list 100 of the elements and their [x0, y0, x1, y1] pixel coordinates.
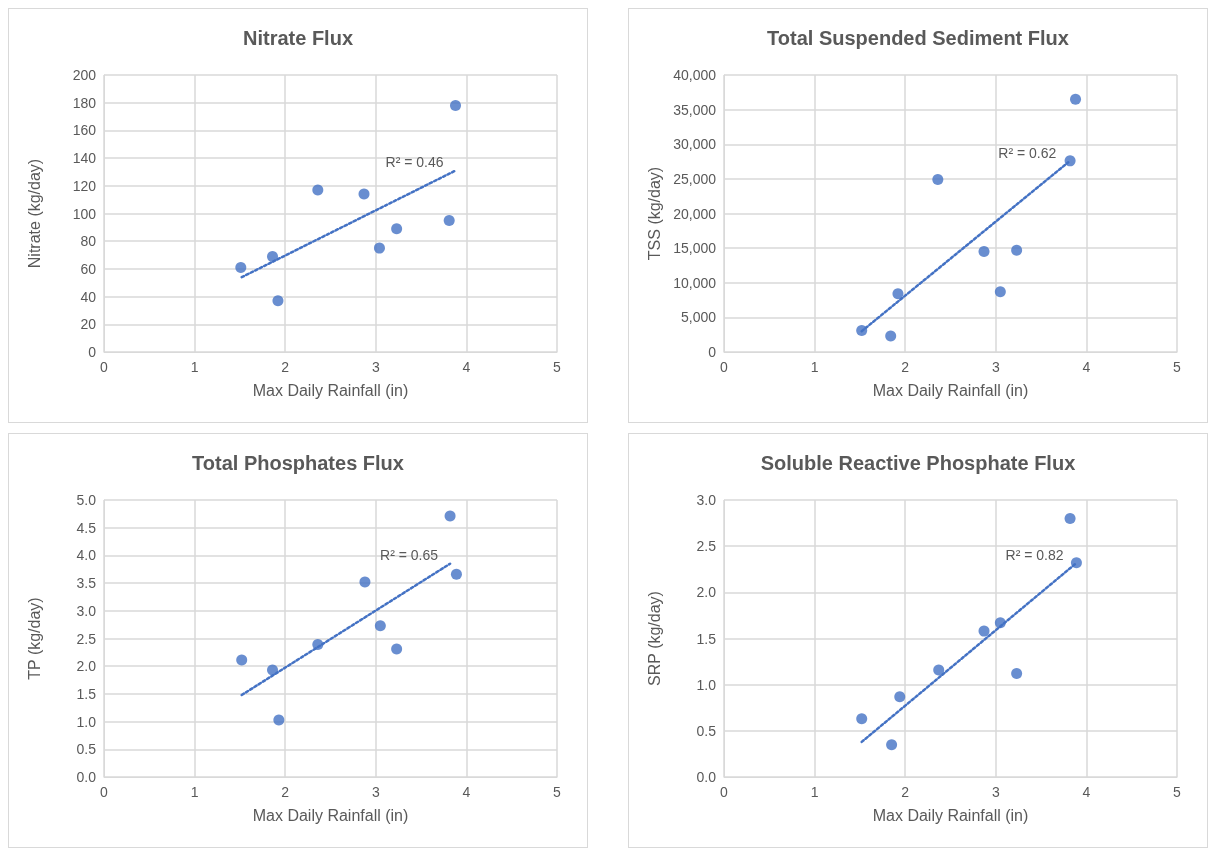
y-tick-label: 20,000 — [673, 205, 717, 222]
point — [1011, 244, 1023, 256]
y-tick-label: 120 — [72, 177, 97, 194]
y-axis-title: Nitrate (kg/day) — [25, 158, 43, 269]
y-tick-label: 3.0 — [696, 492, 717, 508]
point — [358, 188, 370, 200]
point — [273, 714, 285, 726]
y-axis-title: SRP (kg/day) — [645, 591, 663, 686]
y-tick-label: 0.0 — [76, 769, 97, 785]
x-tick-label: 5 — [553, 784, 562, 800]
x-tick-label: 2 — [281, 784, 290, 800]
y-tick-label: 4.0 — [76, 547, 97, 564]
point — [885, 330, 897, 342]
x-tick-label: 5 — [553, 359, 562, 375]
y-tick-label: 0 — [88, 344, 97, 360]
point — [391, 223, 403, 235]
point — [978, 246, 990, 258]
y-tick-label: 3.5 — [76, 575, 97, 592]
y-tick-label: 3.0 — [76, 602, 97, 619]
x-tick-label: 2 — [901, 359, 910, 375]
annotation: R² = 0.82 — [1005, 546, 1064, 563]
point — [994, 617, 1006, 629]
point — [373, 242, 385, 254]
y-tick-label: 160 — [72, 122, 97, 139]
point — [267, 664, 279, 676]
x-axis-title: Max Daily Rainfall (in) — [872, 381, 1029, 399]
point — [856, 325, 868, 337]
y-tick-label: 5,000 — [680, 309, 717, 326]
point — [1070, 557, 1082, 569]
x-tick-label: 0 — [100, 784, 109, 800]
y-axis-title: TP (kg/day) — [25, 597, 43, 680]
point — [1070, 93, 1082, 105]
y-tick-label: 80 — [80, 233, 97, 250]
y-tick-label: 60 — [80, 260, 97, 277]
annotation: R² = 0.46 — [385, 153, 444, 170]
y-tick-label: 140 — [72, 150, 97, 167]
point — [978, 625, 990, 637]
point — [374, 620, 386, 632]
point — [856, 713, 868, 725]
x-tick-label: 0 — [100, 359, 109, 375]
x-tick-label: 0 — [720, 359, 729, 375]
y-tick-label: 4.5 — [76, 519, 97, 536]
point — [886, 739, 898, 751]
x-tick-label: 1 — [190, 359, 199, 375]
point — [272, 295, 284, 307]
annotation: R² = 0.65 — [380, 546, 439, 563]
annotation: R² = 0.62 — [998, 145, 1057, 162]
y-tick-label: 1.5 — [696, 630, 717, 647]
x-tick-label: 4 — [462, 784, 471, 800]
point — [1064, 512, 1076, 524]
point — [994, 286, 1006, 298]
y-tick-label: 1.0 — [76, 713, 97, 730]
x-axis-title: Max Daily Rainfall (in) — [252, 381, 409, 399]
y-tick-label: 35,000 — [673, 101, 717, 118]
y-tick-label: 20 — [80, 316, 97, 333]
point — [267, 250, 279, 262]
point — [443, 214, 455, 226]
y-tick-label: 10,000 — [673, 274, 717, 291]
x-tick-label: 4 — [1082, 359, 1091, 375]
y-tick-label: 100 — [72, 205, 97, 222]
point — [892, 288, 904, 300]
y-axis-title: TSS (kg/day) — [645, 166, 663, 261]
point — [1011, 668, 1023, 680]
y-tick-label: 30,000 — [673, 136, 717, 153]
x-axis-title: Max Daily Rainfall (in) — [872, 806, 1029, 824]
y-tick-label: 0.0 — [696, 769, 717, 785]
point — [1064, 155, 1076, 167]
x-tick-label: 3 — [371, 359, 380, 375]
point — [391, 643, 403, 655]
point — [444, 510, 456, 522]
point — [450, 99, 462, 111]
point — [894, 691, 906, 703]
y-tick-label: 2.0 — [76, 658, 97, 675]
y-tick-label: 2.0 — [696, 584, 717, 601]
point — [236, 654, 248, 666]
x-tick-label: 2 — [281, 359, 290, 375]
y-tick-label: 40 — [80, 288, 97, 305]
x-tick-label: 4 — [462, 359, 471, 375]
x-tick-label: 5 — [1173, 359, 1182, 375]
point — [235, 262, 247, 274]
point — [450, 568, 462, 580]
x-tick-label: 1 — [810, 784, 819, 800]
y-tick-label: 1.5 — [76, 685, 97, 702]
x-tick-label: 3 — [991, 784, 1000, 800]
chart-title: Total Phosphates Flux — [192, 452, 404, 474]
x-tick-label: 2 — [901, 784, 910, 800]
x-tick-label: 5 — [1173, 784, 1182, 800]
y-tick-label: 25,000 — [673, 170, 717, 187]
x-tick-label: 3 — [371, 784, 380, 800]
x-tick-label: 0 — [720, 784, 729, 800]
y-tick-label: 2.5 — [76, 630, 97, 647]
y-tick-label: 15,000 — [673, 240, 717, 257]
y-tick-label: 1.0 — [696, 676, 717, 693]
chart-title: Soluble Reactive Phosphate Flux — [760, 452, 1076, 474]
x-axis-title: Max Daily Rainfall (in) — [252, 806, 409, 824]
point — [932, 174, 944, 186]
y-tick-label: 180 — [72, 94, 97, 111]
x-tick-label: 1 — [190, 784, 199, 800]
y-tick-label: 0.5 — [696, 722, 717, 739]
chart-title: Nitrate Flux — [242, 27, 354, 49]
